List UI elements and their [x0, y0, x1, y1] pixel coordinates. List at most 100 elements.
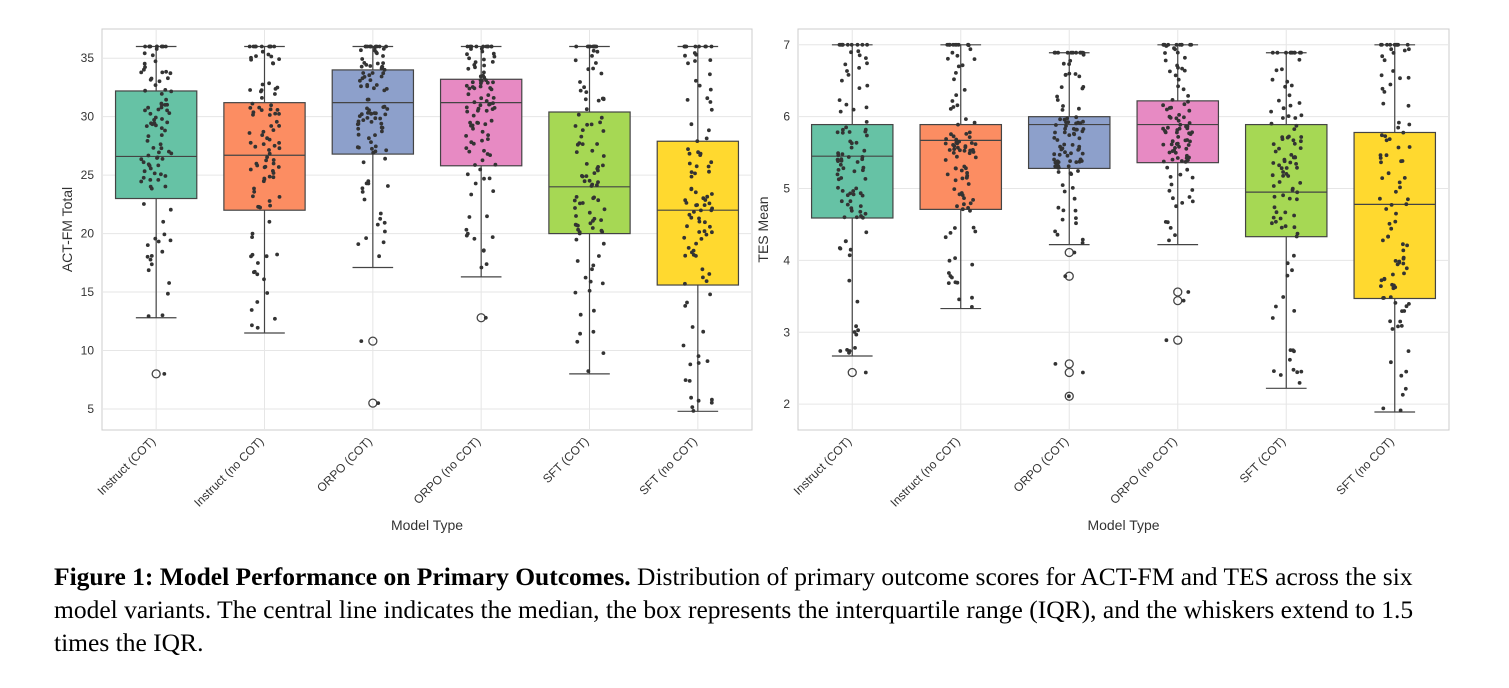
strip-point	[1080, 50, 1085, 55]
strip-point	[1393, 259, 1398, 263]
strip-point	[273, 111, 278, 116]
strip-point	[704, 232, 709, 237]
strip-point	[1185, 138, 1190, 142]
strip-point	[479, 96, 484, 101]
strip-point	[698, 153, 703, 158]
strip-point	[1162, 42, 1167, 47]
strip-point	[169, 89, 174, 94]
y-tick-label: 35	[81, 51, 95, 65]
strip-point	[1190, 188, 1195, 192]
strip-point	[693, 44, 698, 49]
strip-point	[966, 206, 970, 210]
strip-point	[856, 328, 860, 333]
strip-point	[1279, 225, 1284, 230]
strip-point	[691, 409, 696, 413]
strip-point	[377, 254, 381, 259]
strip-point	[837, 246, 842, 250]
strip-point	[480, 79, 484, 83]
iqr-box	[331, 69, 415, 155]
strip-point	[373, 144, 378, 149]
strip-point	[360, 57, 365, 61]
strip-point	[482, 70, 486, 75]
strip-point	[267, 113, 272, 117]
strip-point	[1074, 216, 1078, 221]
strip-point	[146, 314, 151, 318]
strip-point	[378, 216, 383, 221]
strip-point	[1285, 273, 1290, 278]
strip-point	[1278, 216, 1283, 221]
strip-point	[364, 236, 368, 241]
strip-point	[264, 254, 269, 259]
strip-point	[378, 211, 383, 216]
strip-point	[1161, 142, 1166, 147]
strip-point	[704, 279, 709, 283]
iqr-box	[1027, 116, 1111, 170]
x-axis-title: Model Type	[391, 517, 463, 533]
strip-point	[157, 150, 161, 155]
strip-point	[1285, 261, 1290, 266]
strip-point	[146, 105, 151, 110]
strip-point	[464, 83, 469, 88]
strip-point	[955, 53, 960, 58]
strip-point	[269, 54, 274, 59]
strip-point	[1271, 161, 1276, 165]
strip-point	[262, 165, 267, 170]
strip-point	[851, 189, 856, 193]
strip-point	[1400, 392, 1405, 397]
strip-point	[481, 44, 486, 49]
strip-point	[686, 246, 691, 250]
strip-point	[383, 229, 387, 234]
strip-point	[972, 120, 977, 125]
strip-point	[696, 361, 701, 365]
strip-point	[1081, 119, 1085, 124]
strip-point	[838, 349, 843, 353]
strip-point	[849, 50, 853, 55]
strip-point	[591, 329, 596, 334]
x-tick-label: ORPO (no COT)	[411, 434, 484, 507]
strip-point	[1274, 304, 1278, 309]
strip-point	[692, 210, 696, 214]
strip-point	[482, 57, 486, 62]
strip-point	[379, 125, 384, 130]
strip-point	[968, 201, 973, 206]
strip-point	[155, 155, 160, 160]
strip-point	[267, 81, 271, 86]
strip-point	[858, 204, 863, 209]
strip-point	[836, 168, 841, 172]
strip-point	[482, 148, 486, 153]
strip-point	[160, 313, 165, 318]
strip-point	[697, 230, 702, 234]
strip-point	[267, 151, 272, 156]
strip-point	[1063, 73, 1068, 77]
strip-point	[262, 177, 267, 182]
strip-point	[573, 58, 578, 63]
strip-point	[1182, 115, 1186, 120]
strip-point	[1077, 144, 1082, 149]
strip-point	[1077, 136, 1082, 141]
strip-point	[956, 64, 961, 69]
strip-point	[1081, 85, 1086, 89]
strip-point	[487, 102, 491, 107]
strip-point	[1386, 234, 1390, 239]
strip-point	[689, 122, 694, 127]
strip-point	[1392, 283, 1396, 288]
strip-point	[1053, 164, 1058, 169]
box-3	[331, 44, 415, 408]
strip-point	[582, 85, 586, 90]
strip-point	[958, 148, 962, 153]
strip-point	[264, 158, 268, 163]
strip-point	[1285, 135, 1290, 140]
strip-point	[359, 48, 363, 53]
strip-point	[168, 71, 173, 76]
strip-point	[840, 130, 845, 135]
strip-point	[260, 49, 265, 54]
strip-point	[1176, 118, 1181, 123]
strip-point	[1388, 295, 1393, 299]
strip-point	[1383, 134, 1388, 139]
strip-point	[1400, 309, 1404, 313]
box-1	[810, 42, 894, 378]
strip-point	[853, 346, 857, 350]
strip-point	[840, 42, 845, 47]
strip-point	[1407, 122, 1412, 127]
strip-point	[704, 44, 708, 49]
